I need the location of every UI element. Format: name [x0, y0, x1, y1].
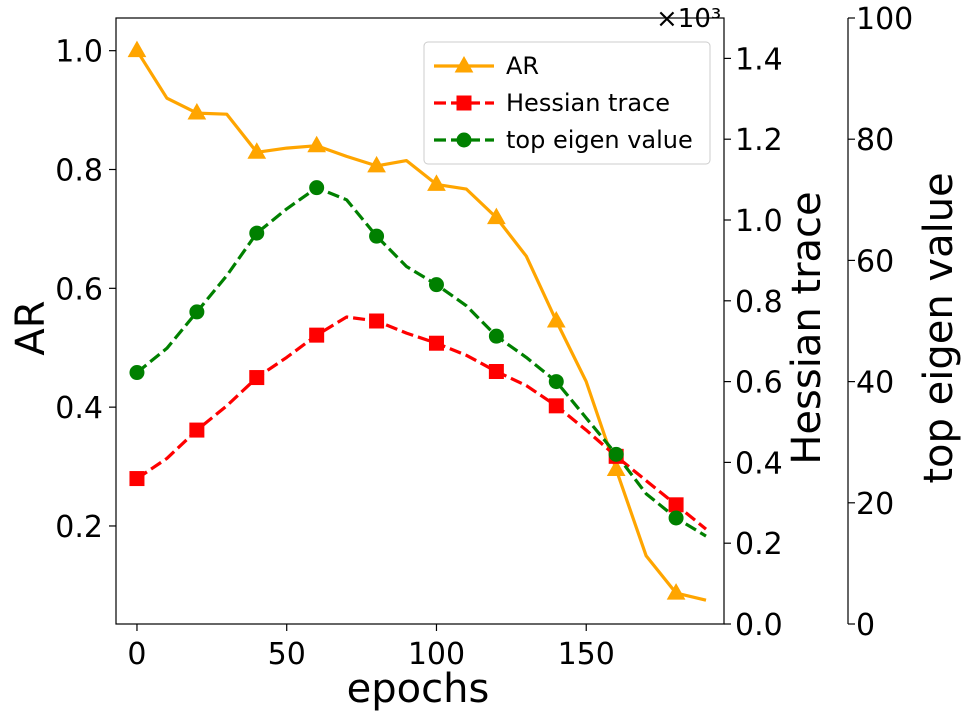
data-point-top-eigen-value — [129, 365, 145, 381]
data-point-ar — [307, 135, 327, 153]
data-point-top-eigen-value — [668, 510, 684, 526]
data-point-ar — [367, 155, 386, 173]
data-point-hessian-trace — [369, 313, 385, 329]
data-point-hessian-trace — [189, 422, 205, 438]
data-point-top-eigen-value — [249, 225, 265, 241]
y3-tick-label: 80 — [856, 123, 894, 158]
plot-area-border — [115, 17, 725, 625]
legend-marker-top-eigen-value — [456, 132, 472, 148]
legend-box — [423, 41, 711, 165]
plot-frame — [115, 17, 849, 625]
y2-tick-label: 0.6 — [735, 366, 783, 401]
data-point-top-eigen-value — [189, 304, 205, 320]
y-tick-label: 0.6 — [55, 272, 103, 307]
y-axis-title: AR — [8, 300, 54, 355]
data-point-ar — [487, 207, 506, 225]
data-point-hessian-trace — [548, 398, 564, 414]
y-tick-label: 1.0 — [55, 35, 103, 70]
data-point-top-eigen-value — [488, 328, 504, 344]
x-tick-label: 50 — [268, 637, 306, 672]
data-point-hessian-trace — [488, 364, 504, 379]
data-point-hessian-trace — [428, 335, 444, 351]
y2-tick-label: 0.2 — [735, 527, 783, 562]
x-tick-label: 0 — [127, 637, 146, 672]
data-point-ar — [546, 310, 566, 328]
data-point-hessian-trace — [668, 497, 684, 513]
data-point-top-eigen-value — [369, 228, 385, 244]
axis-ticks: 0 50 100 150 0.2 0.4 0.6 0.8 1.0 0.0 0.2 0.4 0.6 0.8 1… — [55, 2, 913, 672]
data-point-ar — [127, 40, 147, 58]
y3-tick-label: 60 — [856, 244, 894, 279]
y2-axis-title: Hessian trace — [784, 191, 830, 464]
y2-tick-label: 0.0 — [735, 608, 783, 643]
x-tick-label: 150 — [558, 637, 615, 672]
data-point-top-eigen-value — [548, 374, 564, 390]
data-point-hessian-trace — [249, 370, 265, 386]
legend-label-ar: AR — [506, 52, 539, 80]
data-point-hessian-trace — [309, 327, 325, 343]
data-point-ar — [247, 142, 267, 159]
y2-tick-label: 0.8 — [735, 285, 783, 320]
y2-offset-text: ×10³ — [656, 4, 721, 34]
legend-marker-hessian-trace — [456, 95, 472, 111]
series-line-top-eigen-value — [135, 186, 707, 538]
y3-tick-label: 0 — [856, 608, 875, 643]
data-point-hessian-trace — [129, 471, 145, 487]
data-point-ar — [187, 103, 207, 120]
data-point-top-eigen-value — [428, 277, 444, 293]
y3-tick-label: 20 — [856, 487, 894, 522]
y3-axis-title: top eigen value — [916, 172, 962, 483]
data-point-ar — [606, 459, 626, 477]
x-axis-title: epochs — [347, 666, 490, 712]
legend: AR Hessian trace top eigen value — [423, 41, 711, 165]
y-tick-label: 0.2 — [55, 510, 103, 545]
series-line-hessian-trace — [136, 315, 708, 531]
series-markers — [127, 40, 686, 600]
y2-tick-label: 1.4 — [735, 42, 783, 77]
y2-tick-label: 0.4 — [735, 446, 783, 481]
legend-label-top-eigen-value: top eigen value — [506, 126, 693, 154]
legend-marker-ar — [454, 55, 474, 73]
y-tick-label: 0.8 — [55, 154, 103, 189]
data-point-ar — [666, 583, 686, 600]
data-point-top-eigen-value — [309, 180, 325, 196]
y3-tick-label: 100 — [856, 2, 913, 37]
y2-tick-label: 1.0 — [735, 204, 783, 239]
legend-label-hessian-trace: Hessian trace — [506, 89, 670, 117]
data-point-top-eigen-value — [608, 446, 624, 462]
data-point-ar — [427, 174, 446, 191]
y2-tick-label: 1.2 — [735, 123, 783, 158]
y-tick-label: 0.4 — [55, 391, 103, 426]
y3-tick-label: 40 — [856, 366, 894, 401]
x-tick-label: 100 — [408, 637, 465, 672]
